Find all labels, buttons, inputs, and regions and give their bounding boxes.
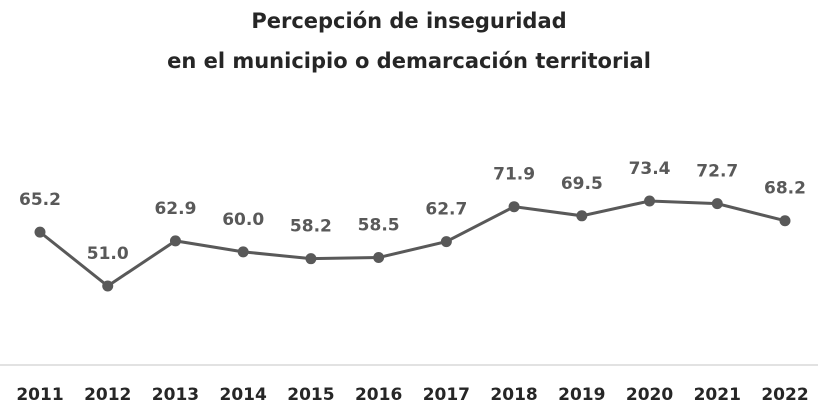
x-tick-label: 2011 bbox=[16, 385, 63, 405]
marker bbox=[34, 226, 46, 238]
marker bbox=[305, 253, 317, 265]
data-label: 68.2 bbox=[764, 179, 806, 199]
chart-title: en el municipio o demarcación territoria… bbox=[167, 49, 651, 73]
marker bbox=[440, 236, 452, 248]
x-tick-label: 2015 bbox=[287, 385, 334, 405]
x-tick-label: 2016 bbox=[355, 385, 402, 405]
x-tick-label: 2022 bbox=[761, 385, 808, 405]
marker bbox=[576, 210, 588, 222]
data-label: 71.9 bbox=[493, 165, 535, 185]
marker bbox=[237, 246, 249, 258]
marker bbox=[779, 215, 791, 227]
marker bbox=[102, 280, 114, 292]
data-label: 58.2 bbox=[290, 217, 332, 237]
x-tick-label: 2018 bbox=[490, 385, 537, 405]
data-label: 73.4 bbox=[629, 159, 671, 179]
x-tick-label: 2017 bbox=[423, 385, 470, 405]
data-label: 69.5 bbox=[561, 174, 603, 194]
marker bbox=[508, 201, 520, 213]
x-tick-label: 2020 bbox=[626, 385, 673, 405]
marker bbox=[169, 235, 181, 247]
x-tick-label: 2014 bbox=[220, 385, 267, 405]
data-label: 60.0 bbox=[222, 210, 264, 230]
marker bbox=[373, 252, 385, 264]
data-label: 62.9 bbox=[154, 199, 196, 219]
x-tick-label: 2012 bbox=[84, 385, 131, 405]
chart-title: Percepción de inseguridad bbox=[251, 9, 566, 33]
x-tick-label: 2013 bbox=[152, 385, 199, 405]
data-label: 58.5 bbox=[358, 216, 400, 236]
x-tick-label: 2019 bbox=[558, 385, 605, 405]
line bbox=[39, 199, 786, 288]
marker bbox=[711, 198, 723, 210]
x-tick-label: 2021 bbox=[694, 385, 741, 405]
data-label: 51.0 bbox=[87, 244, 129, 264]
marker bbox=[644, 195, 656, 207]
data-label: 72.7 bbox=[696, 162, 738, 182]
data-label: 62.7 bbox=[425, 200, 467, 220]
data-label: 65.2 bbox=[19, 190, 61, 210]
